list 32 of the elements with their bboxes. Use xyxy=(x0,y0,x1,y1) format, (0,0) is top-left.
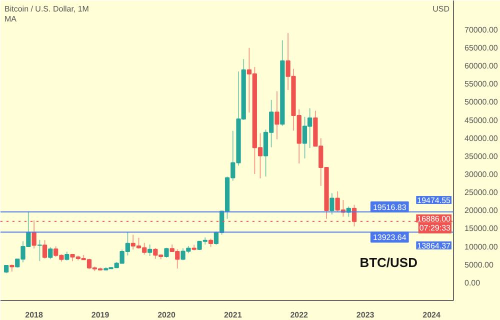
y-tick-label: 70000.00 xyxy=(464,25,498,34)
y-tick-label: 40000.00 xyxy=(464,134,498,143)
annotation: 19474.55 xyxy=(417,196,452,206)
x-tick-label: 2019 xyxy=(91,310,110,320)
text: Bitcoin / U.S. Dollar, 1M xyxy=(4,4,90,14)
y-tick-label: 20000.00 xyxy=(464,206,498,216)
y-tick-label: 45000.00 xyxy=(464,116,498,125)
ref-line-label: 19516.83 xyxy=(372,202,407,212)
x-tick-label: 2022 xyxy=(290,310,309,320)
y-tick-label: 25000.00 xyxy=(464,188,498,198)
x-tick-label: 2024 xyxy=(422,310,441,320)
text: MA xyxy=(4,14,18,24)
y-tick-label: 5000.00 xyxy=(464,260,494,270)
y-tick-label: 65000.00 xyxy=(464,43,498,52)
y-tick-label: 55000.00 xyxy=(464,80,498,89)
x-tick-label: 2021 xyxy=(224,310,242,320)
annotation: 13864.37 xyxy=(417,241,452,250)
y-tick-label: 35000.00 xyxy=(464,152,498,161)
y-tick-label: 0.00 xyxy=(464,278,481,288)
y-tick-label: 50000.00 xyxy=(464,98,498,107)
y-tick-label: 60000.00 xyxy=(464,62,498,71)
x-tick-label: 2023 xyxy=(356,310,375,320)
y-tick-label: 15000.00 xyxy=(464,224,498,234)
x-tick-label: 2018 xyxy=(25,310,44,320)
y-tick-label: 10000.00 xyxy=(464,242,498,252)
y-axis-title: USD xyxy=(432,4,450,14)
x-tick-label: 2020 xyxy=(158,310,176,320)
ref-line-label: 13923.64 xyxy=(372,233,407,242)
y-tick-label: 30000.00 xyxy=(464,170,498,179)
annotation: 07:29:33 xyxy=(419,223,452,232)
annotation: BTC/USD xyxy=(360,255,418,270)
ref-line-label: 16886.00 xyxy=(417,214,452,224)
